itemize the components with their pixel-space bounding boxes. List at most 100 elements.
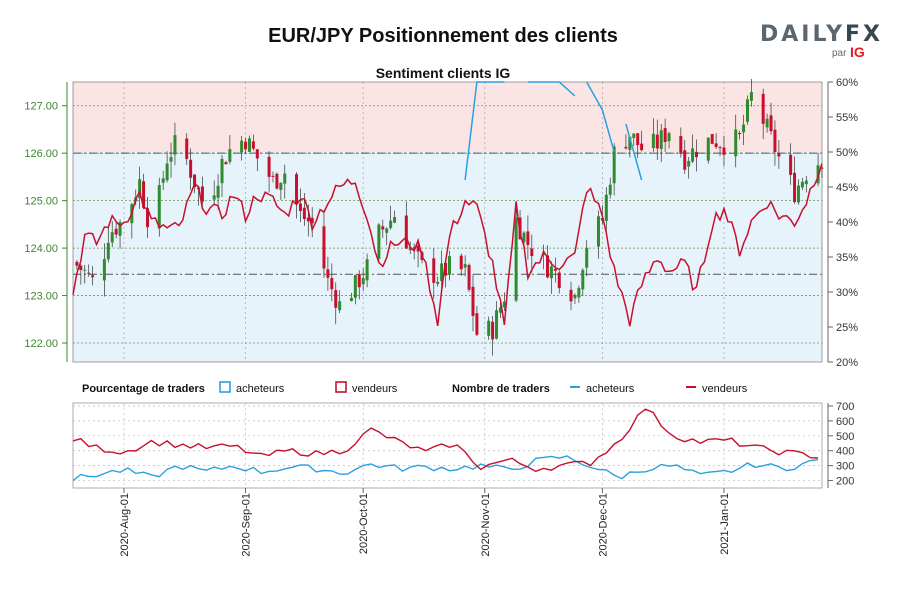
x-tick-label: 2020-Nov-01: [480, 493, 492, 557]
candle-body: [189, 159, 193, 178]
candle-body: [569, 289, 573, 302]
candle: [118, 219, 122, 249]
sellers-pct-line: [72, 163, 823, 327]
candle-body: [679, 136, 683, 154]
candle: [244, 137, 248, 155]
candle: [632, 133, 636, 147]
count-tick-label: 300: [836, 461, 854, 473]
candle: [636, 132, 640, 159]
candle-body: [612, 146, 616, 184]
candle: [640, 130, 644, 152]
candle: [738, 130, 742, 140]
candle-body: [271, 175, 275, 177]
candle-body: [330, 278, 334, 290]
sentiment-tick-label: 50%: [836, 147, 858, 159]
candle-body: [353, 275, 357, 298]
sentiment-tick-label: 35%: [836, 252, 858, 264]
candle-body: [695, 151, 699, 158]
candle: [542, 244, 546, 270]
x-tick-label: 2020-Oct-01: [358, 493, 370, 554]
candle-body: [573, 294, 577, 299]
candle-body: [608, 184, 612, 195]
candle-body: [106, 242, 110, 260]
candle-body: [624, 146, 628, 149]
candle: [796, 179, 800, 205]
candle-body: [683, 150, 687, 170]
price-tick-label: 124.00: [24, 243, 58, 255]
legend-pct-title: Pourcentage de traders: [82, 383, 205, 395]
candle: [224, 160, 228, 165]
candle: [687, 156, 691, 179]
candle-body: [440, 263, 444, 282]
buyer-zone: [73, 152, 822, 362]
candle: [338, 290, 342, 314]
candle: [247, 135, 251, 152]
candle-body: [377, 224, 381, 259]
candle-body: [142, 181, 146, 208]
candle: [463, 255, 467, 277]
candle-body: [459, 255, 463, 270]
candle-body: [393, 217, 397, 223]
candle: [255, 149, 259, 172]
candle: [298, 188, 302, 223]
candle-body: [240, 140, 244, 153]
candle: [663, 118, 667, 152]
candle-body: [224, 162, 228, 165]
candle: [495, 301, 499, 340]
candle: [502, 292, 506, 311]
candle: [651, 118, 655, 152]
sentiment-tick-label: 20%: [836, 357, 858, 369]
candle-body: [385, 228, 389, 233]
candle-body: [173, 135, 177, 155]
plot-frame: [72, 81, 823, 363]
candle-body: [471, 286, 475, 316]
candle-body: [306, 217, 310, 222]
candle-body: [365, 259, 369, 281]
candle-body: [83, 269, 87, 271]
count-frame: [72, 402, 823, 489]
candle: [185, 133, 189, 165]
candle-body: [444, 262, 448, 276]
candle: [695, 139, 699, 172]
candle-body: [322, 226, 326, 269]
candle: [75, 259, 79, 270]
legend-pct-sellers-swatch: [335, 381, 347, 393]
candle-body: [302, 207, 306, 220]
x-axis: 2020-Aug-01 2020-Sep-01 2020-Oct-01 2020-No…: [119, 488, 731, 557]
candle-body: [545, 255, 549, 278]
candle: [334, 282, 338, 325]
candle: [212, 180, 216, 204]
candle-body: [275, 173, 279, 189]
sentiment-tick-label: 30%: [836, 287, 858, 299]
candle-body: [102, 258, 106, 281]
candle-body: [146, 208, 150, 228]
candle-body: [789, 154, 793, 175]
candle-body: [557, 272, 561, 289]
candle: [800, 177, 804, 191]
candle-body: [326, 269, 330, 278]
candle-body: [667, 133, 671, 142]
candle: [87, 264, 91, 277]
candle-body: [585, 247, 589, 268]
candle: [691, 134, 695, 164]
candle: [110, 221, 114, 248]
candle: [161, 170, 165, 190]
candle: [804, 175, 808, 193]
candle-body: [749, 92, 753, 101]
candle: [142, 173, 146, 210]
candle-body: [498, 307, 502, 313]
candle: [683, 139, 687, 174]
candle: [773, 120, 777, 166]
candlestick-series: [75, 78, 824, 356]
candle-body: [165, 163, 169, 181]
candle-body: [436, 281, 440, 284]
count-tick-label: 500: [836, 431, 854, 443]
count-tick-label: 700: [836, 401, 854, 413]
count-tick-label: 600: [836, 416, 854, 428]
candle: [79, 264, 83, 285]
x-tick-label: 2020-Aug-01: [119, 493, 131, 557]
candle: [216, 174, 220, 210]
candle-body: [193, 174, 197, 188]
candle-body: [636, 133, 640, 146]
price-tick-label: 127.00: [24, 101, 58, 113]
